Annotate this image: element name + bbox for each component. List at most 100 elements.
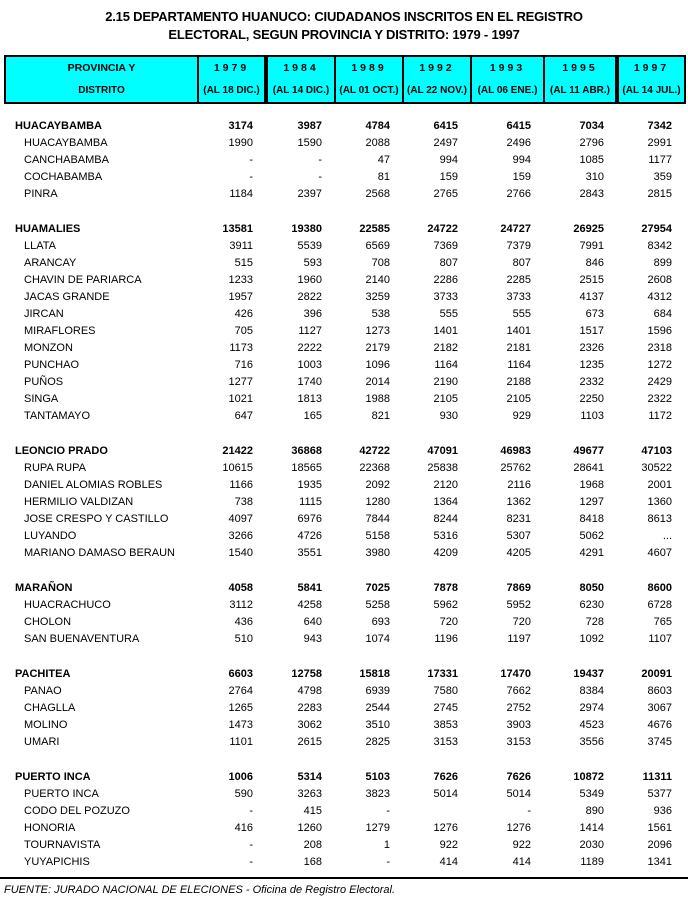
district-name: HUACAYBAMBA <box>24 136 108 149</box>
district-value: 1085 <box>579 153 604 166</box>
header-cell-1992: 1992 (AL 22 NOV.) <box>402 55 472 104</box>
province-name: HUACAYBAMBA <box>15 119 102 132</box>
district-value: 1276 <box>506 821 531 834</box>
district-value: 1107 <box>648 632 672 645</box>
district-value: 728 <box>585 615 604 628</box>
district-value: 4205 <box>506 546 531 559</box>
district-value: 3733 <box>506 290 531 303</box>
district-row: MOLINO 1473 3062 3510 3853 3903 4523 4676 <box>5 716 685 733</box>
district-value: - <box>249 855 253 868</box>
district-value: 765 <box>653 615 672 628</box>
district-value: 2326 <box>579 341 604 354</box>
district-value: 1197 <box>507 632 531 645</box>
district-value: 899 <box>653 256 672 269</box>
table-header: PROVINCIA Y DISTRITO 1979 (AL 18 DIC.) 1… <box>4 55 686 104</box>
district-value: 1561 <box>647 821 672 834</box>
province-row: PUERTO INCA 1006 5314 5103 7626 7626 10872 1131… <box>5 768 685 785</box>
district-name: COCHABAMBA <box>24 170 103 183</box>
section-spacer <box>5 103 685 117</box>
district-value: 8418 <box>579 512 604 525</box>
district-row: HONORIA 416 1260 1279 1276 1276 1414 1561 <box>5 819 685 836</box>
district-row: JIRCAN 426 396 538 555 555 673 684 <box>5 305 685 322</box>
district-value: 720 <box>512 615 531 628</box>
district-value: 922 <box>439 838 458 851</box>
district-value: 2429 <box>647 375 672 388</box>
district-value: 2088 <box>365 136 390 149</box>
page-title: 2.15 DEPARTAMENTO HUANUCO: CIUDADANOS IN… <box>0 0 688 44</box>
district-value: 4291 <box>579 546 604 559</box>
district-value: 5258 <box>365 598 390 611</box>
district-value: 10615 <box>222 461 253 474</box>
district-name: CHAVIN DE PARIARCA <box>24 273 142 286</box>
district-value: 807 <box>439 256 458 269</box>
district-value: 1021 <box>228 392 253 405</box>
header-cell-1993: 1993 (AL 06 ENE.) <box>470 55 545 104</box>
district-value: 6569 <box>365 239 390 252</box>
district-value: 555 <box>512 307 531 320</box>
province-total-value: 6415 <box>506 119 531 132</box>
district-value: 2105 <box>433 392 458 405</box>
district-row: HERMILIO VALDIZAN 738 1115 1280 1364 1362 1297… <box>5 493 685 510</box>
district-value: 1127 <box>298 324 322 337</box>
district-value: 1990 <box>228 136 253 149</box>
district-value: 2105 <box>506 392 531 405</box>
district-value: 1341 <box>647 855 672 868</box>
district-name: SAN BUENAVENTURA <box>24 632 140 645</box>
district-name: LUYANDO <box>24 529 77 542</box>
district-value: 994 <box>512 153 531 166</box>
district-value: 310 <box>585 170 604 183</box>
year-cutoff-note: (AL 22 NOV.) <box>406 85 468 96</box>
district-row: DANIEL ALOMIAS ROBLES 1166 1935 2092 2120 211… <box>5 476 685 493</box>
district-row: PUÑOS 1277 1740 2014 2190 2188 2332 2429 <box>5 373 685 390</box>
district-value: 693 <box>371 615 390 628</box>
year-cutoff-note: (AL 11 ABR.) <box>549 85 610 96</box>
province-row: PACHITEA 6603 12758 15818 17331 17470 19437 200… <box>5 665 685 682</box>
district-name: PANAO <box>24 684 62 697</box>
district-value: 846 <box>585 256 604 269</box>
district-value: 1196 <box>434 632 458 645</box>
district-value: 5316 <box>433 529 458 542</box>
district-value: 5349 <box>579 787 604 800</box>
district-value <box>403 802 471 819</box>
district-value: 25762 <box>500 461 531 474</box>
district-value: 47 <box>377 153 390 166</box>
district-value: 1096 <box>365 358 390 371</box>
district-value: 1590 <box>297 136 322 149</box>
district-value: 1276 <box>433 821 458 834</box>
province-total-value: 24727 <box>500 222 531 235</box>
district-row: UMARI 1101 2615 2825 3153 3153 3556 3745 <box>5 733 685 750</box>
district-value: 165 <box>303 409 322 422</box>
district-value: 3823 <box>365 787 390 800</box>
district-name: PUÑOS <box>24 375 64 388</box>
year-label: 1992 <box>419 62 455 74</box>
district-value: 821 <box>371 409 390 422</box>
district-value: 4209 <box>433 546 458 559</box>
year-label: 1984 <box>283 62 319 74</box>
district-value: 7369 <box>433 239 458 252</box>
district-value: 4312 <box>647 290 672 303</box>
province-total-value: 7626 <box>433 770 458 783</box>
district-name: JIRCAN <box>24 307 64 320</box>
district-value: 2140 <box>365 273 390 286</box>
district-value: 2182 <box>433 341 458 354</box>
section-spacer-cell <box>5 202 685 220</box>
province-total-value: 21422 <box>222 444 253 457</box>
district-value: 538 <box>371 307 390 320</box>
district-value: 5377 <box>647 787 672 800</box>
district-row: LUYANDO 3266 4726 5158 5316 5307 5062... <box>5 527 685 544</box>
district-row: PANAO 2764 4798 6939 7580 7662 8384 8603 <box>5 682 685 699</box>
section-spacer <box>5 561 685 579</box>
district-value: 3733 <box>433 290 458 303</box>
province-total-value: 4058 <box>228 581 253 594</box>
district-value: 1003 <box>297 358 322 371</box>
district-value: 4258 <box>297 598 322 611</box>
district-value: 1115 <box>299 495 322 508</box>
district-value: 2285 <box>506 273 531 286</box>
district-row: JOSE CRESPO Y CASTILLO 4097 6976 7844 8244 82… <box>5 510 685 527</box>
header-cell-1984: 1984 (AL 14 DIC.) <box>264 55 336 104</box>
district-value: 2397 <box>297 187 322 200</box>
district-name: ARANCAY <box>24 256 77 269</box>
district-row: CANCHABAMBA - - 47 994 994 1085 1177 <box>5 151 685 168</box>
province-total-value: 19437 <box>573 667 604 680</box>
district-value: 890 <box>585 804 604 817</box>
